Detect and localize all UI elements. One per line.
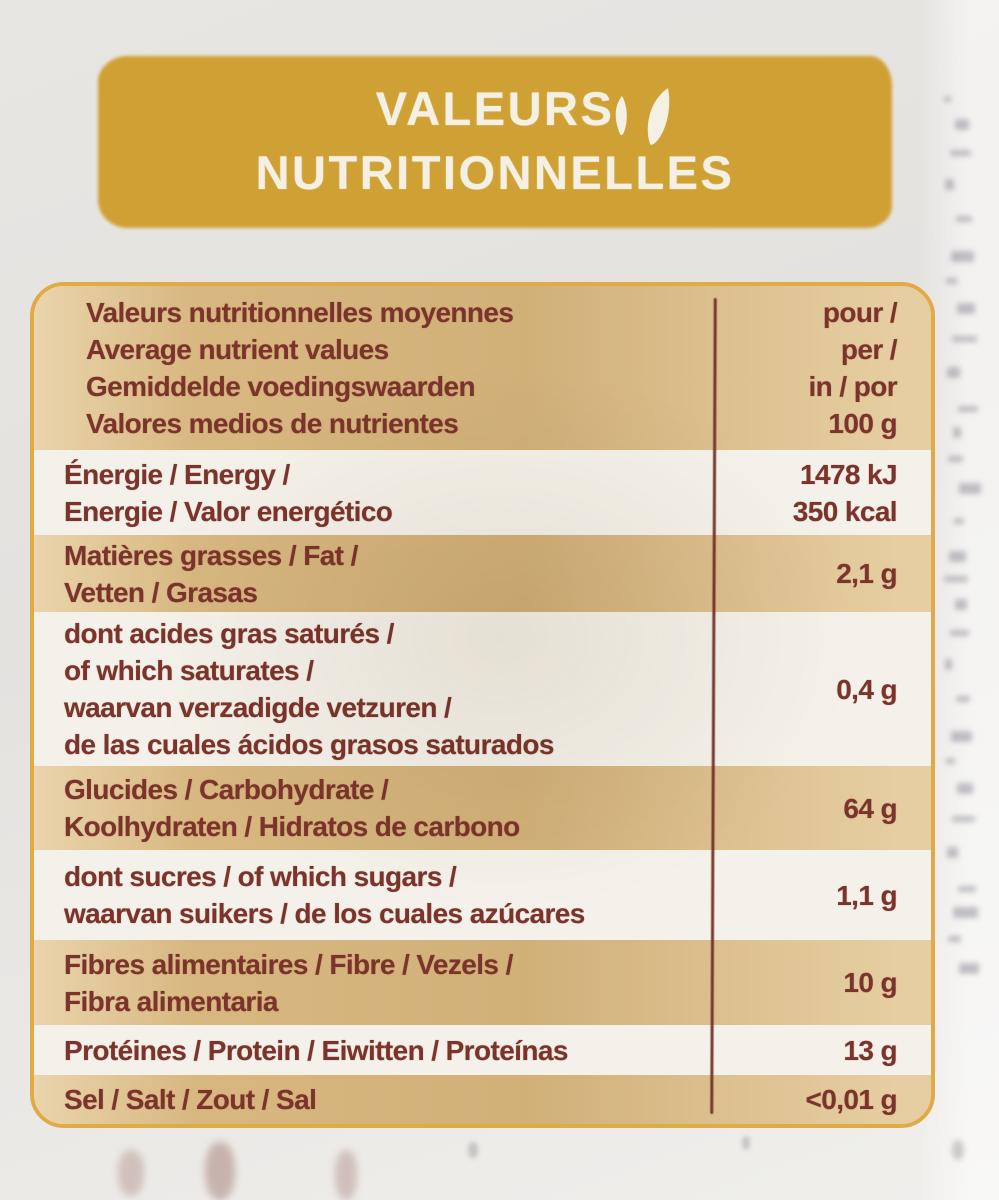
value-line: 1,1 g [836, 879, 897, 911]
label-line: Energie / Valor energético [64, 495, 393, 527]
print-smudge [205, 1142, 235, 1200]
nutrition-table: Valeurs nutritionnelles moyennes Average… [30, 282, 935, 1128]
table-row-protein: Protéines / Protein / Eiwitten / Proteín… [34, 1025, 931, 1075]
value-line: 13 g [843, 1034, 897, 1066]
nutrient-label: Fibres alimentaires / Fibre / Vezels / F… [34, 940, 676, 1025]
nutrition-banner: VALEURS NUTRITIONNELLES [98, 56, 892, 228]
table-row-energy: Énergie / Energy / Energie / Valor energ… [34, 450, 931, 535]
label-line: Koolhydraten / Hidratos de carbono [64, 811, 520, 842]
print-smudge [118, 1150, 144, 1196]
nutrient-label: dont sucres / of which sugars / waarvan … [34, 850, 676, 940]
value-line: 64 g [843, 792, 897, 824]
showthrough-print-marks [944, 96, 990, 1106]
banner-title-text1: VALEURS [375, 82, 615, 135]
table-header-row: Valeurs nutritionnelles moyennes Average… [34, 286, 931, 450]
value-line: 10 g [843, 967, 897, 998]
label-line: dont acides gras saturés / [64, 618, 394, 649]
nutrient-label: Énergie / Energy / Energie / Valor energ… [34, 450, 676, 535]
label-line: Sel / Salt / Zout / Sal [64, 1084, 317, 1115]
value-line: 350 kcal [792, 495, 898, 527]
table-row-carbohydrate: Glucides / Carbohydrate / Koolhydraten /… [34, 766, 931, 850]
label-line: Fibra alimentaria [64, 985, 278, 1017]
leaf-icon [615, 88, 670, 145]
value-line: 0,4 g [836, 673, 897, 705]
nutrient-label: Glucides / Carbohydrate / Koolhydraten /… [34, 766, 676, 850]
header-units: pour / per / in / por 100 g [676, 286, 931, 450]
label-line: Protéines / Protein / Eiwitten / Proteín… [64, 1034, 568, 1066]
nutrient-label: Matières grasses / Fat / Vetten / Grasas [34, 535, 676, 612]
print-smudge [335, 1150, 357, 1200]
value-line: <0,01 g [805, 1084, 897, 1115]
header-label-line: Valeurs nutritionnelles moyennes [86, 297, 514, 328]
table-row-fat: Matières grasses / Fat / Vetten / Grasas… [34, 535, 931, 612]
header-labels: Valeurs nutritionnelles moyennes Average… [34, 286, 676, 450]
label-line: Matières grasses / Fat / [64, 539, 358, 571]
header-unit-line: in / por [808, 371, 897, 402]
nutrient-value: 2,1 g [676, 535, 931, 612]
label-line: dont sucres / of which sugars / [64, 861, 457, 892]
table-row-saturates: dont acides gras saturés / of which satu… [34, 612, 931, 766]
nutrient-value: <0,01 g [676, 1075, 931, 1124]
nutrient-value: 1,1 g [676, 850, 931, 940]
label-line: Glucides / Carbohydrate / [64, 774, 389, 805]
nutrient-label: Protéines / Protein / Eiwitten / Proteín… [34, 1025, 676, 1075]
banner-title-line1: VALEURS [98, 77, 892, 141]
table-row-fibre: Fibres alimentaires / Fibre / Vezels / F… [34, 940, 931, 1025]
header-unit-line: per / [840, 334, 898, 365]
table-row-salt: Sel / Salt / Zout / Sal <0,01 g [34, 1075, 931, 1124]
label-line: Vetten / Grasas [64, 576, 258, 608]
nutrient-value: 64 g [676, 766, 931, 850]
label-line: waarvan verzadigde vetzuren / [64, 692, 452, 723]
header-unit-line: pour / [822, 297, 898, 328]
label-line: Fibres alimentaires / Fibre / Vezels / [64, 948, 513, 980]
nutrient-value: 10 g [676, 940, 931, 1025]
print-smudge [952, 1140, 964, 1160]
print-smudge [742, 1136, 750, 1150]
nutrient-label: dont acides gras saturés / of which satu… [34, 612, 676, 766]
header-label-line: Average nutrient values [86, 334, 389, 365]
value-line: 2,1 g [836, 558, 897, 589]
header-label-line: Valores medios de nutrientes [86, 408, 459, 439]
value-line: 1478 kJ [799, 458, 898, 490]
nutrient-value: 1478 kJ 350 kcal [676, 450, 931, 535]
label-line: de las cuales ácidos grasos saturados [64, 729, 554, 760]
table-row-sugars: dont sucres / of which sugars / waarvan … [34, 850, 931, 940]
label-line: Énergie / Energy / [64, 458, 290, 490]
label-line: of which saturates / [64, 655, 314, 686]
label-line: waarvan suikers / de los cuales azúcares [64, 898, 585, 929]
nutrient-label: Sel / Salt / Zout / Sal [34, 1075, 676, 1124]
header-unit-line: 100 g [828, 408, 897, 439]
nutrient-value: 0,4 g [676, 612, 931, 766]
header-label-line: Gemiddelde voedingswaarden [86, 371, 476, 402]
nutrient-value: 13 g [676, 1025, 931, 1075]
print-smudge [468, 1142, 478, 1158]
banner-title-line2: NUTRITIONNELLES [255, 146, 735, 199]
